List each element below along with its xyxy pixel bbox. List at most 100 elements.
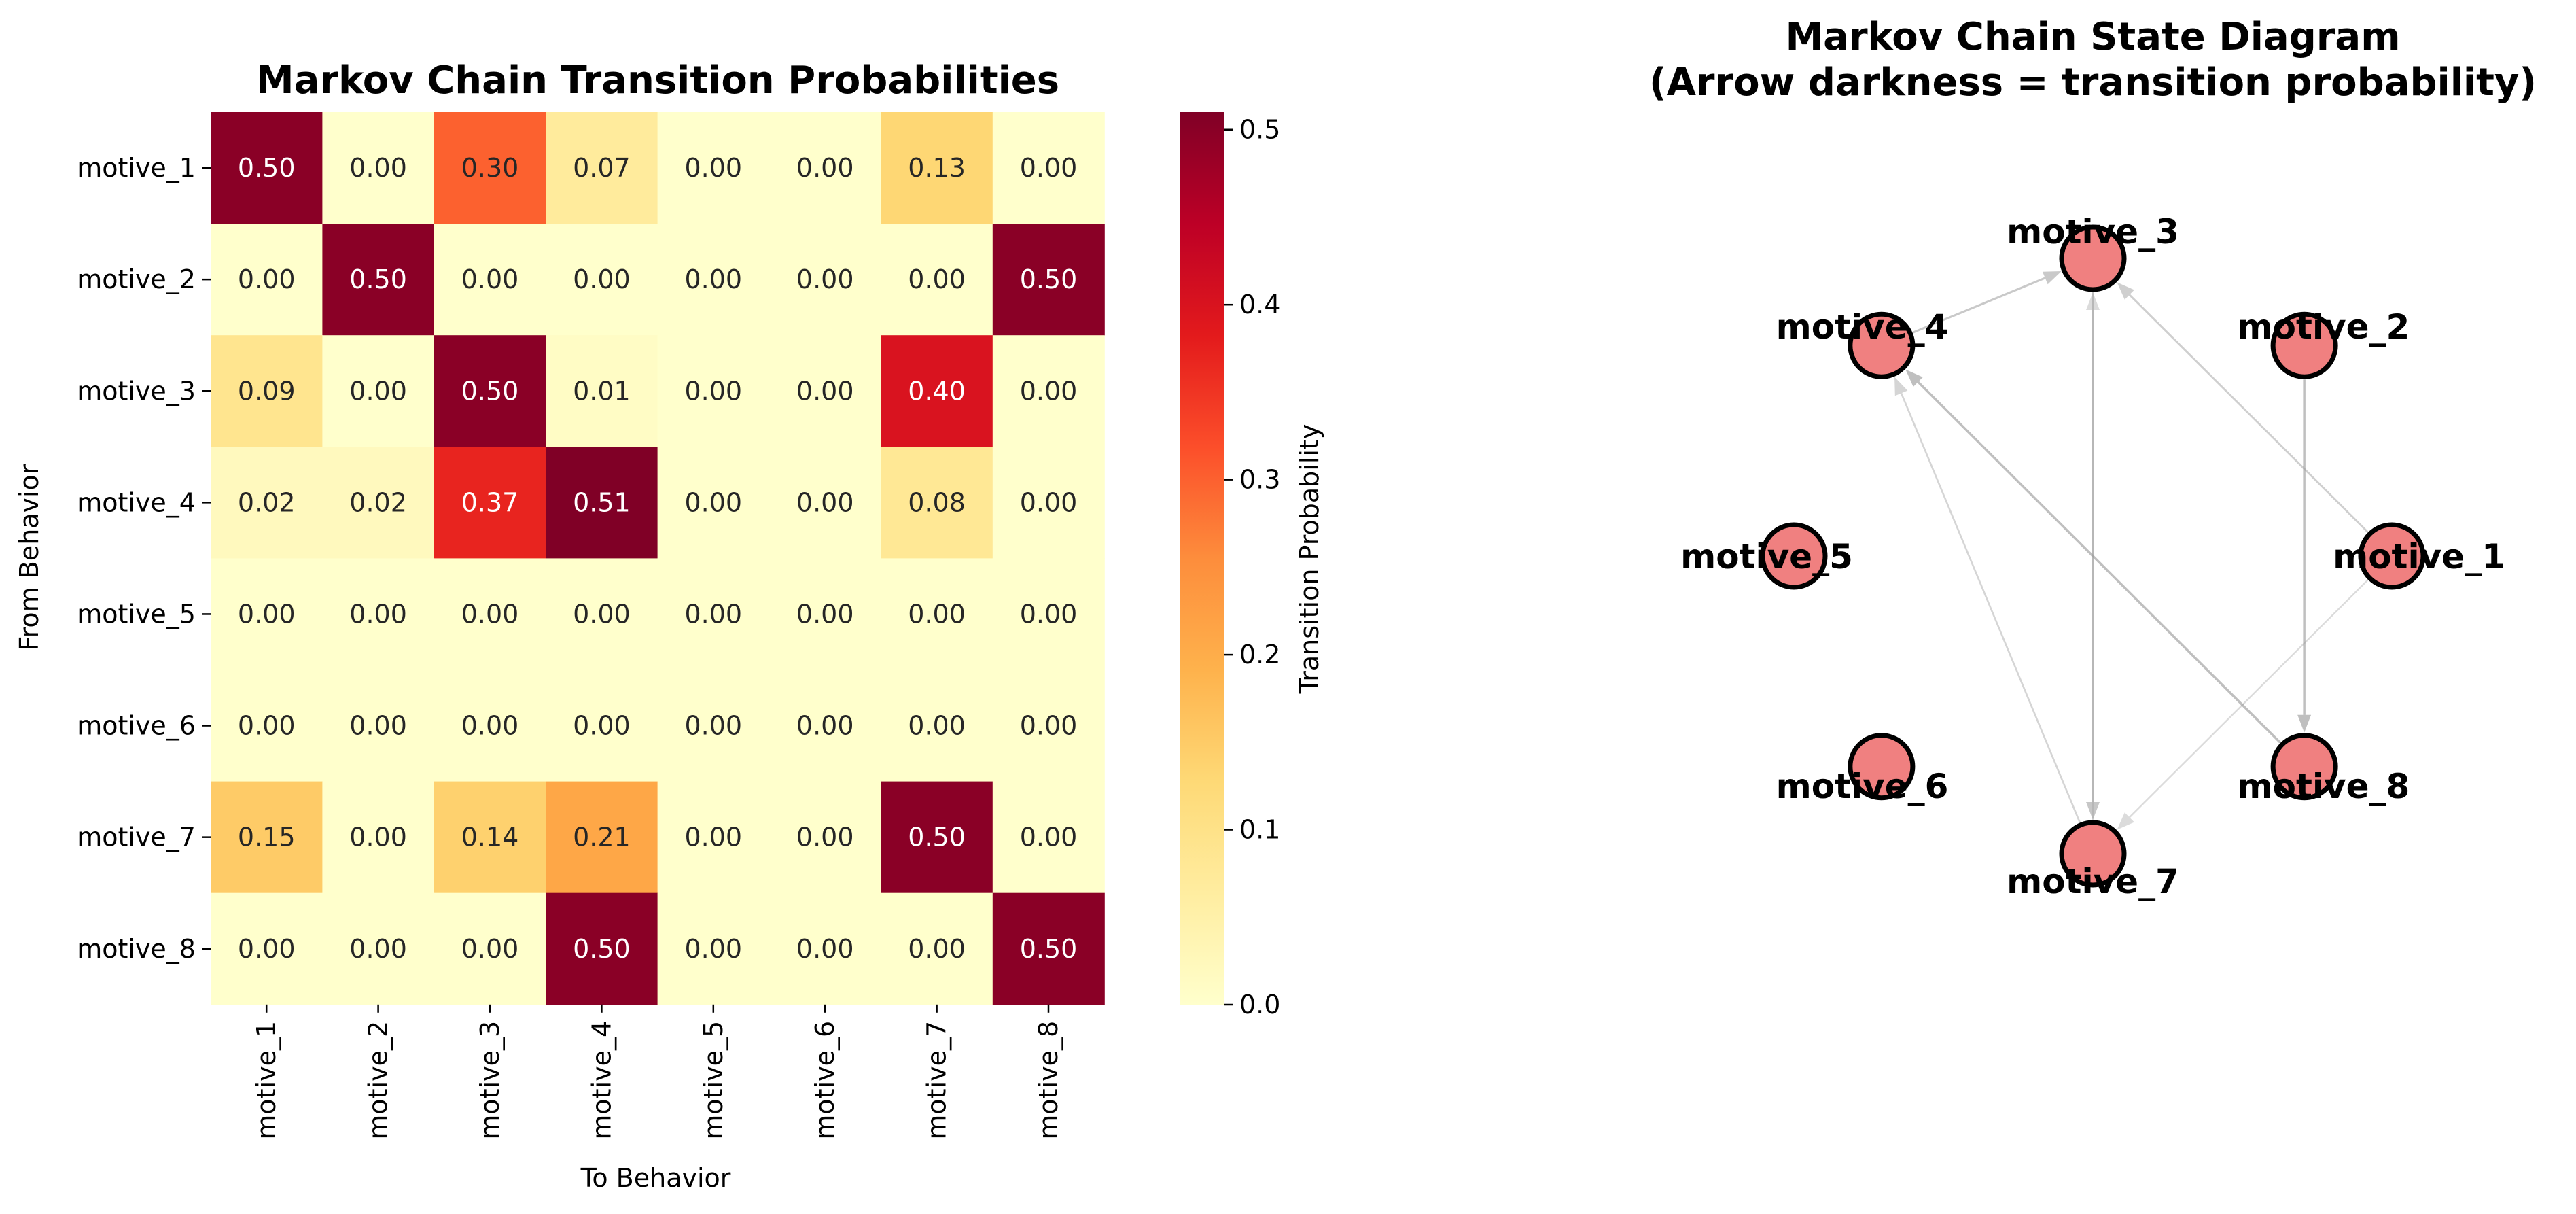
heatmap-cell <box>657 558 770 671</box>
colorbar-ticks: 0.0 0.1 0.2 0.3 0.4 0.5 <box>1224 115 1280 1020</box>
heatmap-cell-label: 0.51 <box>573 487 631 517</box>
heatmap-cell-label: 0.50 <box>1020 264 1078 294</box>
heatmap-cell-label: 0.00 <box>684 711 742 741</box>
heatmap-cell <box>434 224 546 336</box>
heatmap-cell <box>769 558 881 671</box>
colorbar-gradient <box>1180 112 1224 1005</box>
transition-arrow-head <box>1905 369 1923 387</box>
heatmap-cell-label: 0.00 <box>684 487 742 517</box>
heatmap-cell-label: 0.00 <box>349 934 407 964</box>
heatmap-cell-label: 0.00 <box>684 599 742 629</box>
heatmap-cell <box>434 335 546 447</box>
heatmap-cell <box>657 892 770 1005</box>
heatmap-cell <box>322 558 435 671</box>
heatmap-cell-label: 0.15 <box>238 822 296 852</box>
heatmap-y-tick-label: motive_2 <box>77 264 196 294</box>
heatmap-cell <box>434 558 546 671</box>
state-node-label: motive_1 <box>2333 537 2505 576</box>
heatmap-title: Markov Chain Transition Probabilities <box>256 58 1059 103</box>
heatmap-cell <box>992 781 1105 894</box>
transition-arrow <box>1917 381 2281 744</box>
heatmap-cell <box>769 670 881 782</box>
heatmap-cell-label: 0.00 <box>573 264 631 294</box>
state-node <box>1760 522 1828 590</box>
heatmap-cell-label: 0.00 <box>908 934 966 964</box>
heatmap-cell <box>322 670 435 782</box>
heatmap-cell <box>881 670 993 782</box>
heatmap-cell <box>769 447 881 559</box>
heatmap-cell <box>657 670 770 782</box>
transition-arrow-head <box>2042 271 2062 285</box>
state-node <box>1848 733 1916 801</box>
heatmap-cell-label: 0.09 <box>238 376 296 406</box>
heatmap-x-tick-label: motive_4 <box>586 1021 616 1140</box>
heatmap-cell <box>769 781 881 894</box>
heatmap-cell <box>881 447 993 559</box>
transition-arrow-head <box>1894 377 1908 396</box>
heatmap-cell-label: 0.07 <box>573 153 631 183</box>
heatmap-cell-label: 0.00 <box>1020 711 1078 741</box>
heatmap-x-tick-label: motive_6 <box>810 1021 840 1140</box>
heatmap-cell <box>992 447 1105 559</box>
state-node-label: motive_7 <box>2007 862 2179 901</box>
heatmap-cell-label: 0.02 <box>238 487 296 517</box>
heatmap-cell-label: 0.00 <box>349 822 407 852</box>
heatmap-cell <box>211 224 323 336</box>
heatmap-cell-label: 0.37 <box>461 487 519 517</box>
heatmap-cell-label: 0.01 <box>573 376 631 406</box>
heatmap-cell <box>992 558 1105 671</box>
heatmap-cell <box>881 781 993 894</box>
heatmap-cell-label: 0.00 <box>573 711 631 741</box>
heatmap-cell-label: 0.00 <box>461 711 519 741</box>
state-node-label: motive_4 <box>1776 307 1949 347</box>
heatmap-y-tick-label: motive_4 <box>77 487 196 517</box>
heatmap-cell-label: 0.00 <box>349 153 407 183</box>
state-diagram-title-line-2: (Arrow darkness = transition probability… <box>1649 60 2537 105</box>
heatmap-cell <box>769 112 881 224</box>
heatmap-cell <box>657 224 770 336</box>
heatmap-cell <box>546 335 658 447</box>
transition-arrow-head <box>2117 812 2134 830</box>
heatmap-cell-label: 0.00 <box>796 711 854 741</box>
heatmap-cell-label: 0.00 <box>796 153 854 183</box>
heatmap-cell-label: 0.00 <box>684 264 742 294</box>
heatmap-cell-label: 0.00 <box>908 599 966 629</box>
heatmap-y-tick-label: motive_5 <box>77 599 196 629</box>
heatmap-cell <box>657 335 770 447</box>
heatmap-cell <box>322 112 435 224</box>
heatmap-cell <box>769 224 881 336</box>
heatmap-cells: 0.50 0.00 0.30 0.07 0.00 0.00 0.13 0.00 0.00 0.50… <box>211 112 1105 1005</box>
heatmap-y-tick-label: motive_6 <box>77 711 196 741</box>
heatmap-cell <box>769 892 881 1005</box>
heatmap-cell-label: 0.00 <box>349 711 407 741</box>
heatmap-cell-label: 0.00 <box>684 822 742 852</box>
heatmap-cell-label: 0.50 <box>908 822 966 852</box>
state-node-label: motive_6 <box>1776 767 1949 806</box>
heatmap-x-ticks: motive_1 motive_2 motive_3 motive_4 motive_5… <box>251 1004 1063 1140</box>
heatmap-cell-label: 0.00 <box>238 599 296 629</box>
heatmap-cell <box>992 335 1105 447</box>
heatmap-cell-label: 0.00 <box>796 822 854 852</box>
heatmap-y-ticks: motive_1 motive_2 motive_3 motive_4 motive_5… <box>77 153 211 964</box>
heatmap-cell-label: 0.14 <box>461 822 519 852</box>
heatmap-cell-label: 0.00 <box>461 599 519 629</box>
heatmap-y-tick-label: motive_7 <box>77 822 196 852</box>
heatmap-x-tick-label: motive_2 <box>364 1021 393 1140</box>
heatmap-cell <box>322 781 435 894</box>
heatmap-cell <box>881 112 993 224</box>
heatmap-cell-label: 0.00 <box>1020 376 1078 406</box>
transition-arrow <box>2128 294 2369 533</box>
colorbar-label: Transition Probability <box>1294 424 1324 695</box>
heatmap-cell <box>657 447 770 559</box>
heatmap-cell <box>992 224 1105 336</box>
state-node-label: motive_3 <box>2007 212 2179 252</box>
heatmap-cell <box>881 892 993 1005</box>
transition-arrow <box>2129 579 2369 818</box>
colorbar-tick-label: 0.1 <box>1239 815 1280 845</box>
heatmap-x-tick-label: motive_3 <box>475 1021 505 1140</box>
heatmap-cell <box>992 892 1105 1005</box>
state-node <box>2270 311 2338 379</box>
heatmap-cell <box>546 781 658 894</box>
heatmap-cell-label: 0.00 <box>684 153 742 183</box>
heatmap-cell-label: 0.00 <box>238 711 296 741</box>
